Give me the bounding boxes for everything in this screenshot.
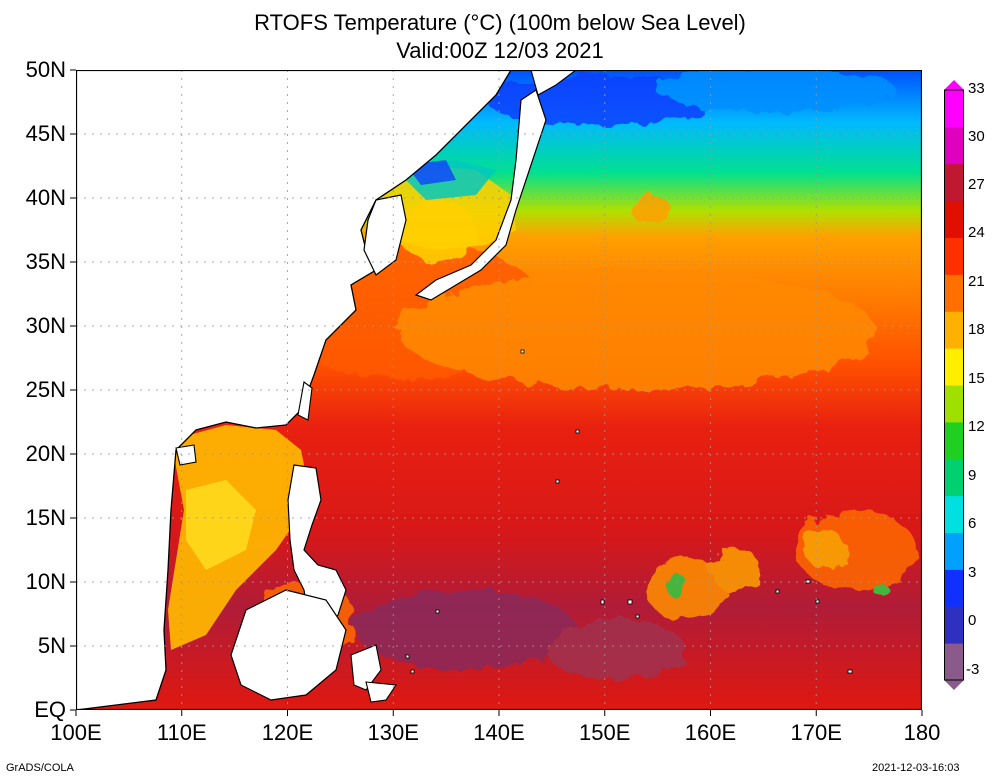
colorbar-segment [944, 421, 964, 460]
colorbar-segment [944, 237, 964, 275]
korea [363, 194, 407, 276]
colorbar-label-12: 12 [968, 418, 985, 435]
lon-label-110e: 110E [156, 720, 207, 745]
colorbar-segment [944, 606, 964, 644]
japan [414, 89, 547, 301]
colorbar-segment [944, 569, 964, 607]
colorbar-segment [944, 200, 964, 238]
colorbar-label-27: 27 [968, 176, 985, 193]
colorbar-label-30: 30 [968, 128, 985, 145]
colorbar [944, 80, 964, 690]
colorbar-segment [944, 348, 964, 386]
lon-label-160e: 160E [684, 720, 737, 745]
lon-label-100e: 100E [50, 720, 102, 745]
lat-label-30n: 30N [25, 313, 66, 338]
colorbar-label-6: 6 [968, 515, 977, 532]
borneo [230, 589, 347, 701]
colorbar-label-3: 3 [968, 564, 977, 581]
map-title-line2: Valid:00Z 12/03 2021 [396, 38, 604, 63]
lat-label-10n: 10N [25, 569, 66, 594]
lat-label-50n: 50N [25, 57, 66, 82]
lon-label-150e: 150E [579, 720, 631, 745]
philippines [287, 464, 347, 631]
lat-label-15n: 15N [25, 505, 66, 530]
colorbar-segment [944, 163, 964, 202]
colorbar-label-21: 21 [968, 273, 985, 290]
colorbar-segment [944, 495, 964, 533]
footer-timestamp: 2021-12-03-16:03 [872, 762, 960, 774]
colorbar-label-9: 9 [968, 467, 977, 484]
colorbar-label-0: 0 [968, 612, 977, 629]
lat-label-35n: 35N [25, 249, 66, 274]
lat-label-45n: 45N [25, 121, 66, 146]
colorbar-label-24: 24 [968, 224, 985, 241]
gridlines [76, 70, 922, 710]
colorbar-label-15: 15 [968, 370, 985, 387]
temperature-map [76, 70, 922, 710]
taiwan [297, 381, 313, 421]
colorbar-label-neg3: -3 [966, 661, 980, 678]
lat-label-eq: EQ [34, 697, 66, 722]
map-border [76, 70, 922, 710]
colorbar-bottom-arrow [944, 680, 964, 690]
map-title-line1: RTOFS Temperature (°C) (100m below Sea L… [254, 10, 746, 35]
colorbar-segment [944, 274, 964, 312]
colorbar-segment [944, 126, 964, 165]
lon-label-180: 180 [903, 720, 941, 745]
lon-label-140e: 140E [473, 720, 525, 745]
colorbar-segment [944, 458, 964, 497]
lat-label-20n: 20N [25, 441, 66, 466]
colorbar-segment [944, 90, 964, 128]
lon-label-120e: 120E [261, 720, 314, 745]
colorbar-top-arrow [944, 80, 964, 90]
lat-label-40n: 40N [25, 185, 66, 210]
colorbar-segment [944, 311, 964, 349]
colorbar-label-33: 33 [968, 80, 985, 97]
colorbar-segment [944, 532, 964, 570]
lon-label-130e: 130E [367, 720, 419, 745]
colorbar-segment [944, 385, 964, 423]
colorbar-segment [944, 643, 964, 681]
lat-label-5n: 5N [37, 633, 66, 658]
lon-label-170e: 170E [790, 720, 842, 745]
colorbar-label-18: 18 [968, 321, 985, 338]
lat-label-25n: 25N [25, 377, 66, 402]
footer-credit: GrADS/COLA [6, 762, 74, 774]
